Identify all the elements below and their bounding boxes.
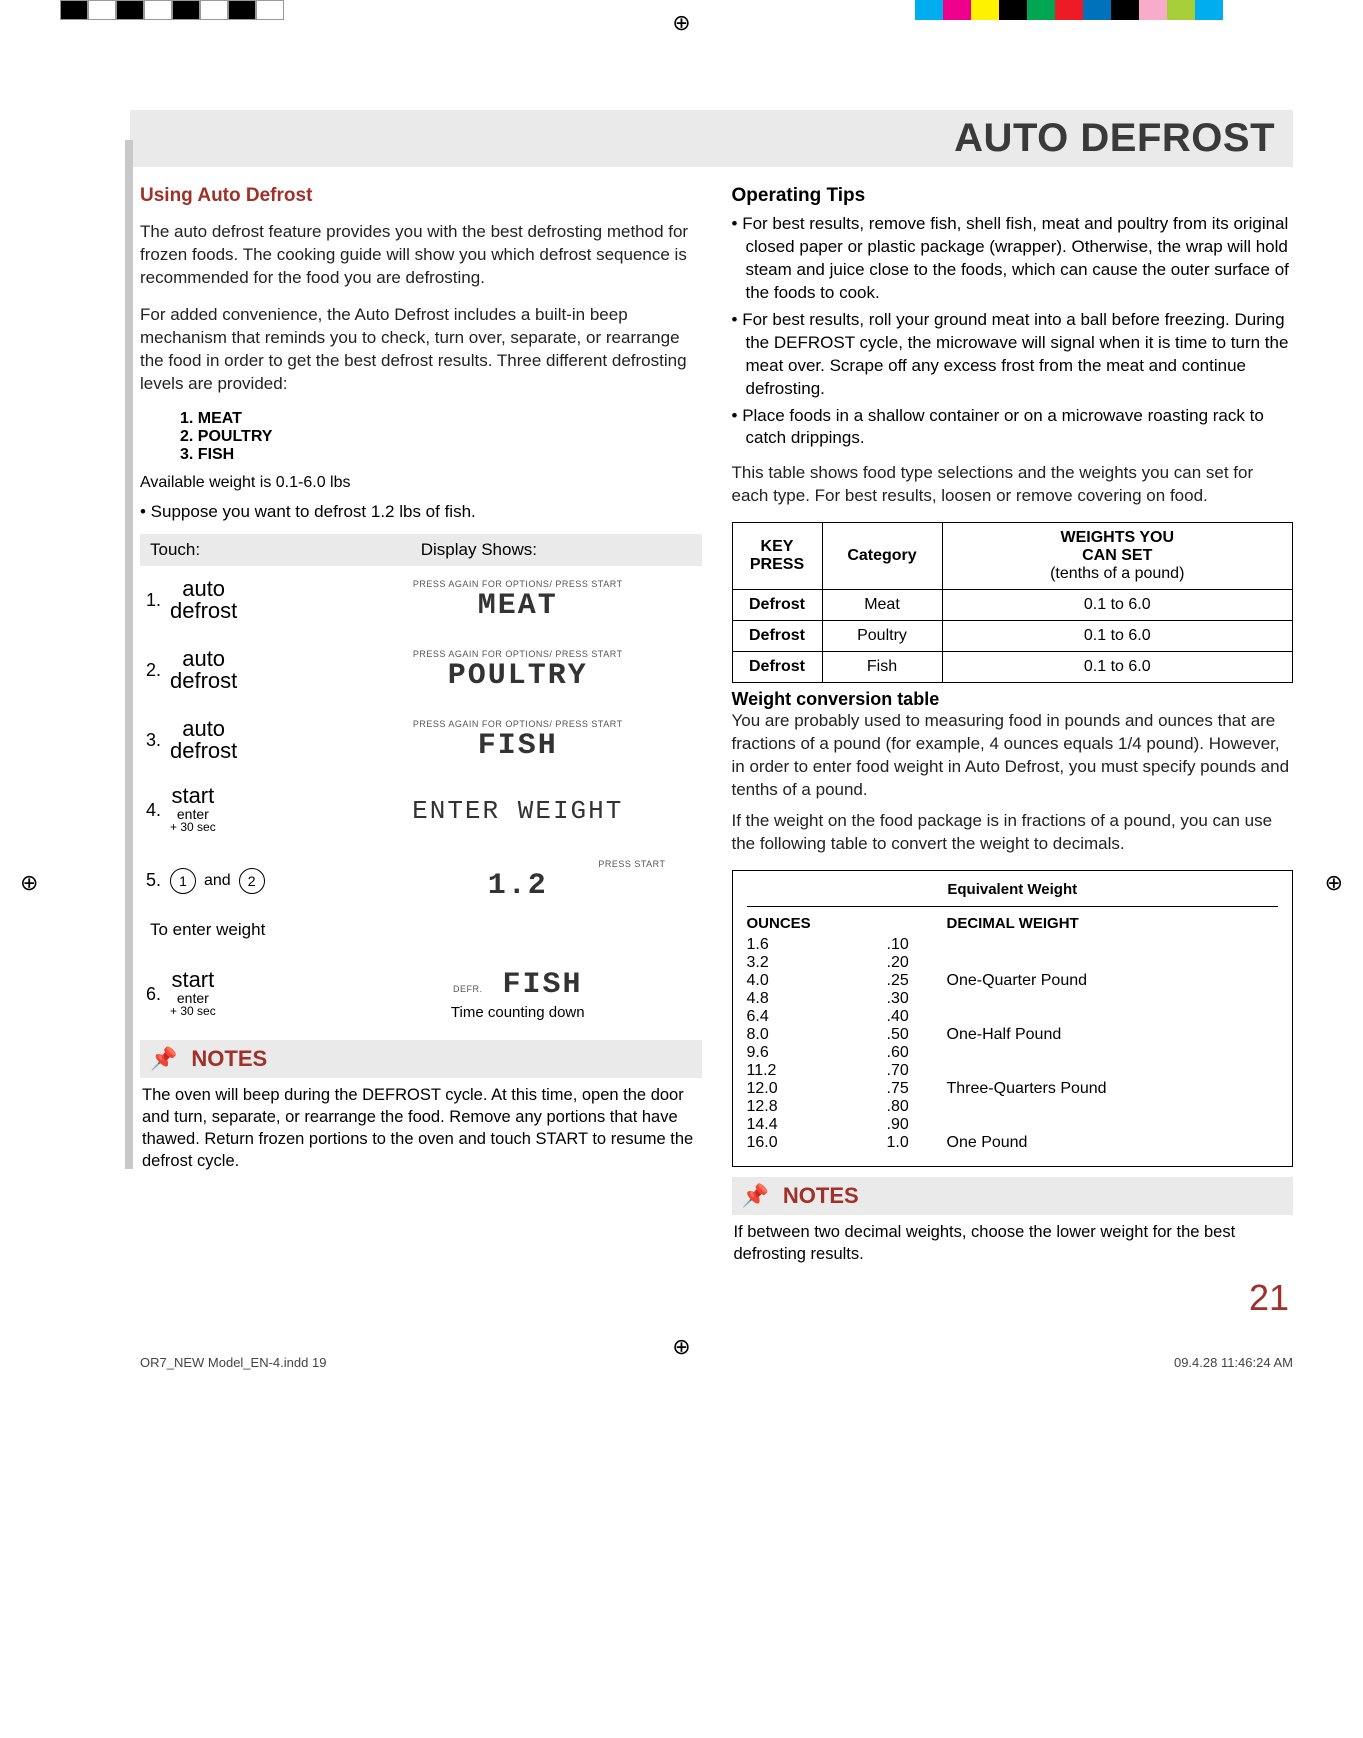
col-ounces: OUNCES: [747, 915, 887, 932]
conv-row: 11.2.70: [747, 1062, 1279, 1080]
pushpin-icon: 📌: [150, 1046, 177, 1072]
suppose-line: • Suppose you want to defrost 1.2 lbs of…: [140, 502, 702, 522]
display-fish-cd: FISH: [502, 968, 582, 1002]
conv-row: 14.4.90: [747, 1116, 1279, 1134]
enter-weight-note: To enter weight: [150, 920, 702, 940]
conv-row: 8.0.50 One-Half Pound: [747, 1026, 1279, 1044]
conv-row: 4.8.30: [747, 990, 1279, 1008]
gray-margin-bar: [125, 140, 133, 1169]
notes-body-left: The oven will beep during the DEFROST cy…: [140, 1078, 702, 1175]
conv-row: 3.2.20: [747, 954, 1279, 972]
conversion-title: Weight conversion table: [732, 689, 1294, 710]
step-num: 4.: [146, 800, 170, 821]
right-column: Operating Tips For best results, remove …: [732, 185, 1294, 1319]
display-hint: PRESS AGAIN FOR OPTIONS/ PRESS START: [340, 719, 696, 729]
tips-list: For best results, remove fish, shell fis…: [732, 213, 1294, 450]
conv-row: 16.01.0One Pound: [747, 1134, 1279, 1152]
display-defr: DEFR.: [453, 984, 483, 994]
steps-header: Touch: Display Shows:: [140, 534, 702, 566]
col-decimal: DECIMAL WEIGHT: [947, 915, 1279, 932]
display-meat: MEAT: [340, 589, 696, 623]
notes-bar-left: 📌 NOTES: [140, 1040, 702, 1078]
conv-row: 4.0.25One-Quarter Pound: [747, 972, 1279, 990]
hdr-display: Display Shows:: [421, 540, 692, 560]
notes-bar-right: 📌 NOTES: [732, 1177, 1294, 1215]
equivalent-weight-header: Equivalent Weight: [747, 881, 1279, 907]
intro-p2: For added convenience, the Auto Defrost …: [140, 304, 702, 396]
th-key: KEY PRESS: [732, 523, 822, 590]
keypad-1[interactable]: 1: [170, 868, 196, 894]
step-row-3: 3. auto defrost PRESS AGAIN FOR OPTIONS/…: [140, 706, 702, 776]
level-meat: 1. MEAT: [180, 410, 702, 428]
display-hint: PRESS AGAIN FOR OPTIONS/ PRESS START: [340, 649, 696, 659]
conv-row: 1.6.10: [747, 936, 1279, 954]
conv-row: 9.6.60: [747, 1044, 1279, 1062]
notes-label: NOTES: [783, 1183, 859, 1209]
tip-1: For best results, remove fish, shell fis…: [732, 213, 1294, 305]
colorbar-right: [915, 0, 1223, 20]
display-poultry: POULTRY: [340, 659, 696, 693]
start-button[interactable]: start enter + 30 sec: [170, 785, 216, 833]
table-intro: This table shows food type selections an…: [732, 462, 1294, 508]
level-poultry: 2. POULTRY: [180, 428, 702, 446]
hdr-touch: Touch:: [150, 540, 421, 560]
intro-p1: The auto defrost feature provides you wi…: [140, 221, 702, 290]
auto-defrost-button[interactable]: auto defrost: [170, 718, 237, 762]
conv-p1: You are probably used to measuring food …: [732, 710, 1294, 802]
table-row: Defrost Meat 0.1 to 6.0: [732, 590, 1293, 621]
step-num: 5.: [146, 870, 170, 891]
weights-table: KEY PRESS Category WEIGHTS YOU CAN SET (…: [732, 522, 1294, 683]
using-auto-defrost-title: Using Auto Defrost: [140, 185, 702, 207]
footer-left: OR7_NEW Model_EN-4.indd 19: [140, 1355, 326, 1370]
th-weights: WEIGHTS YOU CAN SET (tenths of a pound): [942, 523, 1293, 590]
tip-3: Place foods in a shallow container or on…: [732, 405, 1294, 451]
step-row-5: 5. 1 and 2 PRESS START 1.2: [140, 846, 702, 916]
step-row-4: 4. start enter + 30 sec ENTER WEIGHT: [140, 776, 702, 846]
step-row-2: 2. auto defrost PRESS AGAIN FOR OPTIONS/…: [140, 636, 702, 706]
footer-right: 09.4.28 11:46:24 AM: [1174, 1355, 1293, 1370]
operating-tips-title: Operating Tips: [732, 185, 1294, 207]
display-press-start: PRESS START: [340, 859, 696, 869]
page-title: AUTO DEFROST: [130, 116, 1275, 161]
step-num: 2.: [146, 660, 170, 681]
level-fish: 3. FISH: [180, 446, 702, 464]
start-button[interactable]: start enter + 30 sec: [170, 969, 216, 1017]
step-num: 3.: [146, 730, 170, 751]
auto-defrost-button[interactable]: auto defrost: [170, 578, 237, 622]
auto-defrost-button[interactable]: auto defrost: [170, 648, 237, 692]
table-row: Defrost Poultry 0.1 to 6.0: [732, 621, 1293, 652]
time-counting-down: Time counting down: [340, 1004, 696, 1021]
registration-bottom: ⊕: [672, 1334, 690, 1360]
display-hint: PRESS AGAIN FOR OPTIONS/ PRESS START: [340, 579, 696, 589]
step-row-6: 6. start enter + 30 sec DEFR. FISH Time …: [140, 960, 702, 1030]
display-fish: FISH: [340, 729, 696, 763]
defrost-levels: 1. MEAT 2. POULTRY 3. FISH: [180, 410, 702, 464]
display-1-2: 1.2: [340, 869, 696, 903]
notes-body-right: If between two decimal weights, choose t…: [732, 1215, 1294, 1268]
keypad-2[interactable]: 2: [239, 868, 265, 894]
notes-label: NOTES: [191, 1046, 267, 1072]
step-num: 1.: [146, 590, 170, 611]
conv-row: 12.0.75Three-Quarters Pound: [747, 1080, 1279, 1098]
table-row: Defrost Fish 0.1 to 6.0: [732, 652, 1293, 683]
display-enter-weight: ENTER WEIGHT: [340, 796, 696, 826]
conv-p2: If the weight on the food package is in …: [732, 810, 1294, 856]
pushpin-icon: 📌: [742, 1183, 769, 1209]
conv-row: 6.4.40: [747, 1008, 1279, 1026]
conv-row: 12.8.80: [747, 1098, 1279, 1116]
left-column: Using Auto Defrost The auto defrost feat…: [140, 185, 702, 1319]
and-text: and: [204, 872, 231, 890]
page-number: 21: [732, 1277, 1294, 1319]
tip-2: For best results, roll your ground meat …: [732, 309, 1294, 401]
step-row-1: 1. auto defrost PRESS AGAIN FOR OPTIONS/…: [140, 566, 702, 636]
conversion-table: Equivalent Weight OUNCES DECIMAL WEIGHT …: [732, 870, 1294, 1167]
th-category: Category: [822, 523, 942, 590]
available-weight: Available weight is 0.1-6.0 lbs: [140, 474, 702, 492]
page-title-bar: AUTO DEFROST: [130, 110, 1293, 167]
step-num: 6.: [146, 984, 170, 1005]
